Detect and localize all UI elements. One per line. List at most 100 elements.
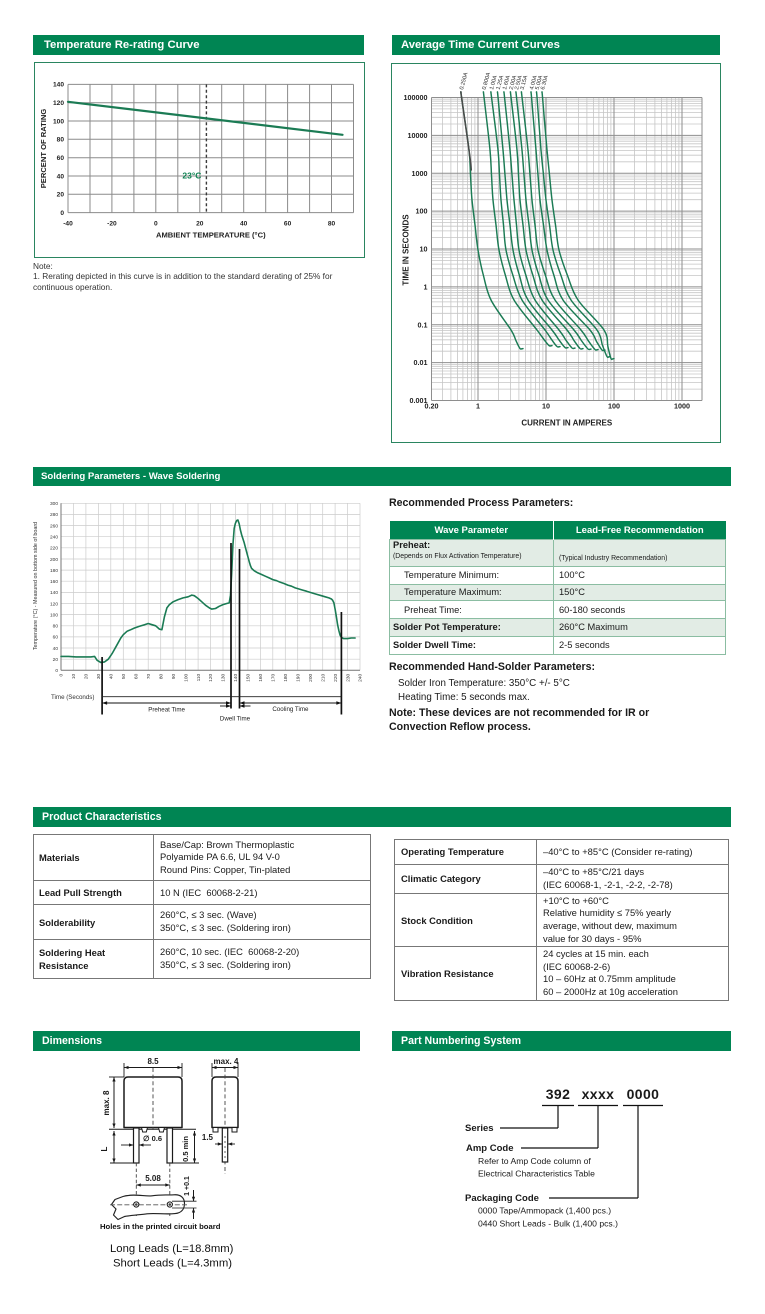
svg-text:180: 180 (283, 673, 289, 681)
svg-text:0.800A: 0.800A (482, 72, 492, 91)
svg-text:Short Leads (L=4.3mm): Short Leads (L=4.3mm) (113, 1258, 232, 1270)
svg-text:Holes in the printed circuit b: Holes in the printed circuit board (100, 1222, 221, 1231)
svg-text:0: 0 (55, 668, 58, 674)
svg-text:1000: 1000 (412, 169, 428, 178)
svg-text:140: 140 (50, 590, 58, 596)
svg-text:120: 120 (208, 674, 214, 682)
svg-text:-20: -20 (107, 221, 117, 228)
svg-text:1.60A: 1.60A (502, 75, 512, 91)
svg-text:Amp Code: Amp Code (466, 1143, 514, 1154)
svg-text:100: 100 (50, 612, 58, 618)
svg-text:10: 10 (420, 245, 428, 254)
svg-text:0000: 0000 (627, 1086, 660, 1102)
svg-text:Cooling Time: Cooling Time (272, 706, 309, 713)
svg-text:PERCENT OF RATING: PERCENT OF RATING (39, 109, 48, 189)
svg-text:20: 20 (53, 657, 59, 663)
svg-text:Refer to Amp Code column of: Refer to Amp Code column of (478, 1156, 591, 1166)
svg-text:23°C: 23°C (182, 171, 201, 181)
svg-text:2.50A: 2.50A (514, 75, 524, 91)
svg-text:210: 210 (320, 673, 326, 681)
svg-text:160: 160 (258, 673, 264, 681)
svg-text:0000 Tape/Ammopack (1,400 pcs.: 0000 Tape/Ammopack (1,400 pcs.) (478, 1206, 611, 1216)
svg-text:Series: Series (465, 1123, 494, 1134)
svg-text:60: 60 (133, 673, 139, 679)
svg-text:150: 150 (246, 673, 252, 681)
svg-text:80: 80 (57, 137, 65, 144)
svg-text:20: 20 (57, 192, 65, 199)
svg-text:40: 40 (53, 646, 59, 652)
svg-text:10: 10 (542, 402, 550, 411)
svg-text:190: 190 (295, 674, 301, 682)
svg-text:max. 4: max. 4 (214, 1057, 239, 1066)
svg-text:8.5: 8.5 (147, 1057, 159, 1066)
svg-text:0: 0 (154, 221, 158, 228)
svg-text:140: 140 (53, 82, 64, 89)
svg-text:CURRENT IN AMPERES: CURRENT IN AMPERES (521, 419, 612, 428)
svg-text:230: 230 (345, 673, 351, 681)
svg-text:20: 20 (84, 673, 90, 679)
svg-text:50: 50 (121, 673, 127, 679)
svg-text:180: 180 (50, 568, 58, 574)
svg-text:100000: 100000 (404, 93, 428, 102)
svg-text:Preheat Time: Preheat Time (148, 707, 185, 714)
svg-text:220: 220 (333, 674, 339, 682)
svg-text:-40: -40 (63, 221, 73, 228)
svg-text:Long Leads (L=18.8mm): Long Leads (L=18.8mm) (110, 1243, 234, 1255)
svg-text:10000: 10000 (408, 131, 428, 140)
svg-text:0: 0 (59, 673, 65, 676)
svg-text:10: 10 (71, 673, 77, 679)
svg-text:6.30A: 6.30A (540, 75, 550, 91)
svg-text:0.5 min: 0.5 min (181, 1136, 190, 1162)
svg-text:40: 40 (240, 221, 248, 228)
svg-text:0.1: 0.1 (418, 320, 428, 329)
svg-text:240: 240 (50, 535, 58, 541)
svg-text:60: 60 (53, 635, 59, 641)
svg-text:80: 80 (158, 673, 164, 679)
svg-text:392: 392 (546, 1086, 571, 1102)
svg-text:3.15A: 3.15A (520, 75, 530, 91)
svg-text:240: 240 (358, 674, 364, 682)
svg-text:100: 100 (183, 673, 189, 681)
svg-text:1: 1 (424, 283, 428, 292)
svg-text:20: 20 (196, 221, 204, 228)
svg-text:AMBIENT TEMPERATURE (°C): AMBIENT TEMPERATURE (°C) (156, 231, 266, 240)
svg-text:5.00A: 5.00A (535, 75, 545, 91)
svg-text:130: 130 (221, 673, 227, 681)
svg-text:4.00A: 4.00A (529, 75, 539, 91)
svg-text:0.20: 0.20 (425, 402, 439, 411)
svg-text:L: L (100, 1146, 109, 1151)
svg-text:60: 60 (284, 221, 292, 228)
svg-text:100: 100 (416, 207, 428, 216)
svg-text:1 +0.1: 1 +0.1 (184, 1176, 191, 1196)
svg-text:200: 200 (308, 673, 314, 681)
svg-text:140: 140 (233, 674, 239, 682)
svg-text:200: 200 (50, 557, 58, 563)
svg-text:280: 280 (50, 512, 58, 518)
svg-text:2.00A: 2.00A (509, 75, 519, 91)
svg-text:60: 60 (57, 155, 65, 162)
svg-text:0.001: 0.001 (410, 396, 428, 405)
svg-text:120: 120 (53, 100, 64, 107)
svg-text:0440 Short Leads - Bulk (1,400: 0440 Short Leads - Bulk (1,400 pcs.) (478, 1219, 618, 1229)
svg-text:120: 120 (50, 601, 58, 607)
svg-text:80: 80 (53, 624, 59, 630)
svg-text:Electrical Characteristics Tab: Electrical Characteristics Table (478, 1169, 595, 1179)
svg-text:xxxx: xxxx (582, 1086, 615, 1102)
svg-text:100: 100 (53, 118, 64, 125)
svg-text:Temperature (°C) - Measured on: Temperature (°C) - Measured on bottom si… (33, 522, 39, 650)
svg-text:0.01: 0.01 (414, 358, 428, 367)
svg-text:0.250A: 0.250A (459, 72, 469, 91)
svg-text:110: 110 (196, 673, 202, 681)
svg-text:1000: 1000 (674, 402, 690, 411)
svg-text:80: 80 (328, 221, 336, 228)
svg-text:TIME IN SECONDS: TIME IN SECONDS (402, 214, 411, 286)
svg-text:0: 0 (60, 210, 64, 217)
svg-text:220: 220 (50, 546, 58, 552)
svg-text:5.08: 5.08 (145, 1174, 161, 1183)
svg-text:Time (Seconds): Time (Seconds) (51, 694, 94, 701)
svg-text:170: 170 (271, 674, 277, 682)
svg-text:max. 8: max. 8 (102, 1090, 111, 1115)
svg-text:Dwell Time: Dwell Time (220, 716, 251, 723)
svg-text:40: 40 (109, 674, 115, 680)
svg-text:30: 30 (96, 673, 102, 679)
